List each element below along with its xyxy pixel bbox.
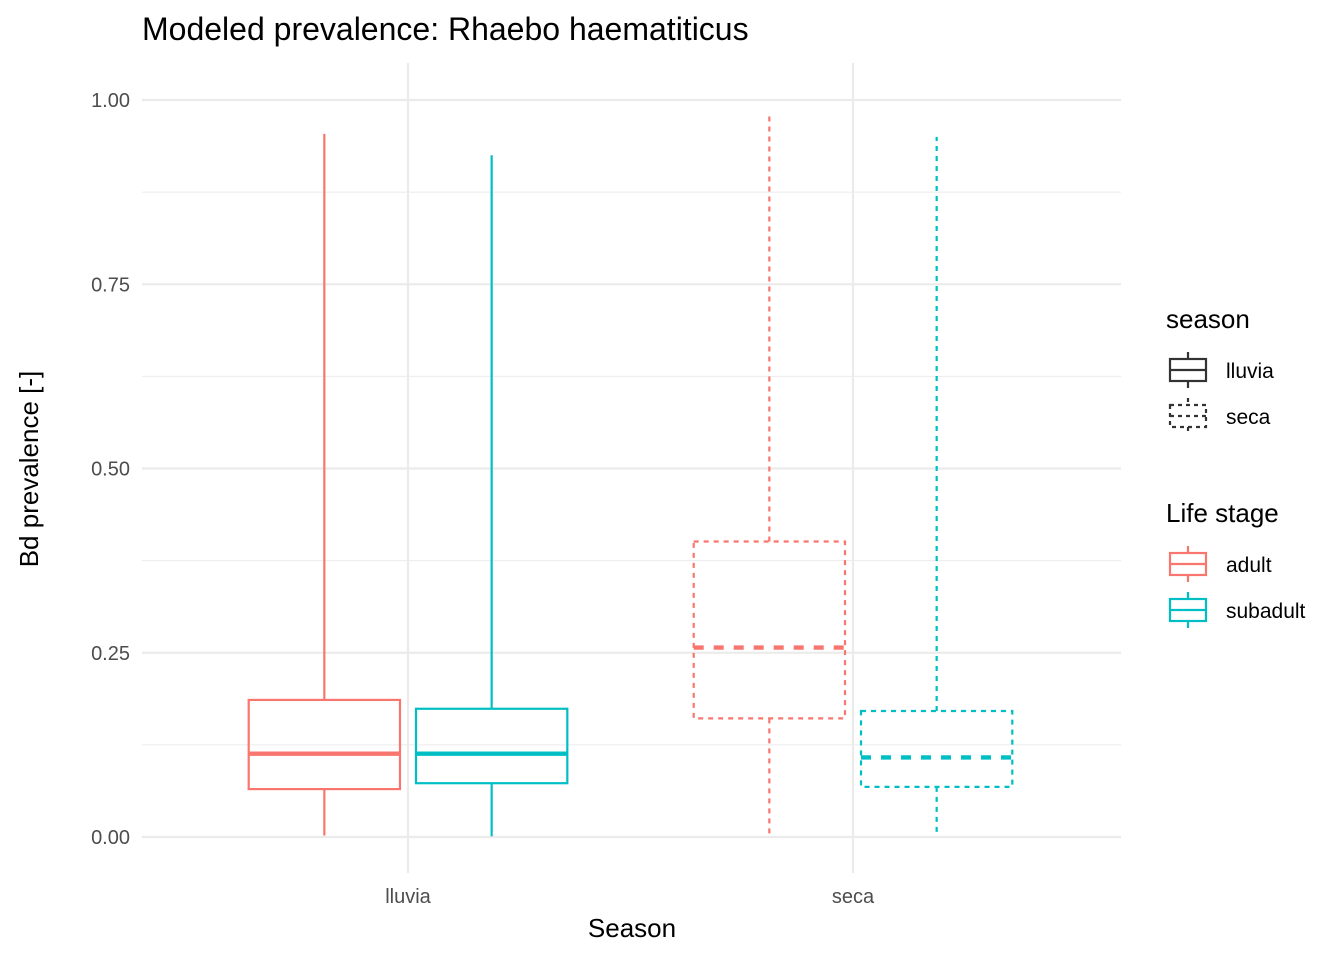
y-tick-label: 0.75 [91,274,130,296]
box-subadult-lluvia [414,155,569,837]
legend-key-lluvia [1168,352,1208,388]
legend-label-adult: adult [1226,554,1272,577]
y-tick-label: 0.25 [91,643,130,665]
legend-title: season [1166,304,1250,334]
box-adult-lluvia [247,133,402,836]
box-iqr [414,707,569,785]
box-iqr [859,709,1014,788]
box-subadult-seca [859,136,1014,837]
legend-key-seca [1168,398,1208,434]
legend-label-seca: seca [1226,406,1271,429]
boxes [247,114,1014,837]
y-tick-label: 0.50 [91,459,130,481]
legend-label-subadult: subadult [1226,600,1306,623]
legend-1: Life stage adult subadult [1166,498,1306,628]
x-tick-labels: lluvia seca [385,886,875,908]
legend-label-lluvia: lluvia [1226,360,1274,383]
legend-title: Life stage [1166,498,1279,528]
y-tick-label: 0.00 [91,827,130,849]
y-axis-title: Bd prevalence [-] [14,371,44,568]
legend-0: season lluvia seca [1166,304,1274,434]
box-adult-seca [692,114,847,835]
y-tick-labels: 0.00 0.25 0.50 0.75 1.00 [91,90,130,849]
x-tick-label-seca: seca [832,886,875,908]
x-axis-title: Season [588,913,676,943]
y-tick-label: 1.00 [91,90,130,112]
box-iqr [692,540,847,720]
grid [142,63,1121,873]
legend-key-adult [1168,546,1208,582]
chart-title: Modeled prevalence: Rhaebo haematiticus [142,11,749,47]
legends: season lluvia seca Life stage adult subadult [1166,304,1306,628]
x-tick-label-lluvia: lluvia [385,886,431,908]
legend-key-subadult [1168,592,1208,628]
box-iqr [247,698,402,791]
